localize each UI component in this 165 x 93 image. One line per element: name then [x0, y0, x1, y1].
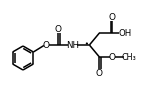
- Text: O: O: [96, 69, 103, 77]
- Text: O: O: [109, 12, 116, 21]
- Text: O: O: [55, 24, 62, 33]
- Text: CH₃: CH₃: [121, 53, 136, 61]
- Text: O: O: [109, 53, 116, 61]
- Text: NH: NH: [66, 40, 79, 49]
- Text: OH: OH: [118, 28, 132, 37]
- Text: O: O: [43, 40, 50, 49]
